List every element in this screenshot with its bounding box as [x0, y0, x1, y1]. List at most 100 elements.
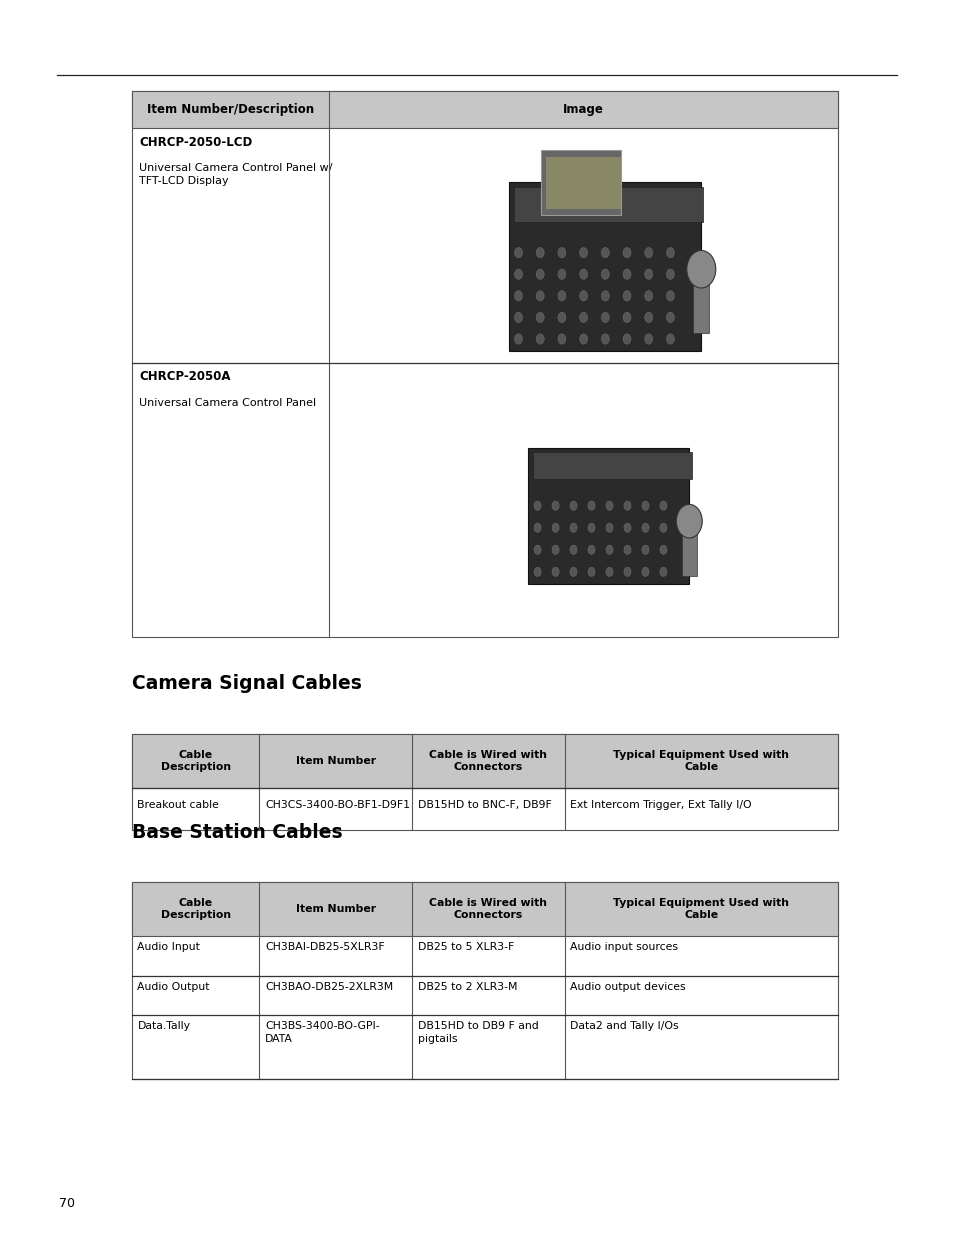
- Circle shape: [605, 524, 613, 532]
- FancyBboxPatch shape: [545, 158, 619, 209]
- Circle shape: [623, 545, 630, 555]
- Circle shape: [644, 312, 652, 322]
- Text: Data2 and Tally I/Os: Data2 and Tally I/Os: [570, 1021, 679, 1031]
- Circle shape: [579, 290, 587, 301]
- Circle shape: [569, 567, 577, 577]
- Circle shape: [605, 567, 613, 577]
- Circle shape: [676, 504, 701, 538]
- Text: CH3CS-3400-BO-BF1-D9F1: CH3CS-3400-BO-BF1-D9F1: [265, 800, 410, 810]
- Circle shape: [686, 251, 715, 288]
- Circle shape: [622, 290, 630, 301]
- Bar: [132, 882, 837, 1079]
- Text: DB25 to 2 XLR3-M: DB25 to 2 XLR3-M: [417, 982, 517, 992]
- Bar: [132, 91, 837, 637]
- Text: DB15HD to DB9 F and
pigtails: DB15HD to DB9 F and pigtails: [417, 1021, 538, 1044]
- Text: CH3BAO-DB25-2XLR3M: CH3BAO-DB25-2XLR3M: [265, 982, 393, 992]
- Text: Cable is Wired with
Connectors: Cable is Wired with Connectors: [429, 750, 547, 772]
- Circle shape: [534, 501, 540, 510]
- Circle shape: [514, 269, 522, 279]
- Circle shape: [514, 312, 522, 322]
- Circle shape: [623, 567, 630, 577]
- FancyBboxPatch shape: [527, 448, 688, 584]
- Circle shape: [644, 269, 652, 279]
- Circle shape: [659, 501, 666, 510]
- Circle shape: [644, 247, 652, 258]
- Circle shape: [666, 312, 674, 322]
- Bar: [132, 882, 837, 936]
- Text: Cable is Wired with
Connectors: Cable is Wired with Connectors: [429, 898, 547, 920]
- Circle shape: [666, 247, 674, 258]
- Circle shape: [641, 501, 648, 510]
- Circle shape: [569, 545, 577, 555]
- Text: CH3BAI-DB25-5XLR3F: CH3BAI-DB25-5XLR3F: [265, 942, 384, 952]
- Text: DB25 to 5 XLR3-F: DB25 to 5 XLR3-F: [417, 942, 514, 952]
- Text: Image: Image: [562, 104, 603, 116]
- Circle shape: [514, 247, 522, 258]
- Circle shape: [536, 290, 543, 301]
- Text: Typical Equipment Used with
Cable: Typical Equipment Used with Cable: [613, 898, 788, 920]
- Text: Typical Equipment Used with
Cable: Typical Equipment Used with Cable: [613, 750, 788, 772]
- Circle shape: [534, 545, 540, 555]
- Circle shape: [552, 501, 558, 510]
- Text: Item Number: Item Number: [295, 904, 375, 914]
- Text: Base Station Cables: Base Station Cables: [132, 823, 342, 841]
- FancyBboxPatch shape: [540, 149, 620, 215]
- Circle shape: [659, 545, 666, 555]
- Circle shape: [600, 269, 609, 279]
- Bar: [132, 91, 837, 128]
- Text: Ext Intercom Trigger, Ext Tally I/O: Ext Intercom Trigger, Ext Tally I/O: [570, 800, 751, 810]
- FancyBboxPatch shape: [693, 282, 709, 332]
- Circle shape: [552, 567, 558, 577]
- Circle shape: [558, 333, 565, 345]
- FancyBboxPatch shape: [513, 188, 702, 222]
- Circle shape: [641, 567, 648, 577]
- Circle shape: [659, 524, 666, 532]
- Circle shape: [622, 247, 630, 258]
- FancyBboxPatch shape: [681, 534, 696, 576]
- Circle shape: [514, 290, 522, 301]
- Circle shape: [579, 333, 587, 345]
- Circle shape: [536, 312, 543, 322]
- Circle shape: [622, 333, 630, 345]
- Circle shape: [666, 333, 674, 345]
- Circle shape: [600, 247, 609, 258]
- Circle shape: [514, 333, 522, 345]
- Circle shape: [579, 312, 587, 322]
- Text: Cable
Description: Cable Description: [160, 750, 231, 772]
- Circle shape: [600, 333, 609, 345]
- Text: Item Number/Description: Item Number/Description: [147, 104, 314, 116]
- Circle shape: [622, 312, 630, 322]
- Circle shape: [644, 290, 652, 301]
- Text: Universal Camera Control Panel w/
TFT-LCD Display: Universal Camera Control Panel w/ TFT-LC…: [139, 163, 333, 186]
- FancyBboxPatch shape: [532, 452, 691, 479]
- Circle shape: [605, 501, 613, 510]
- Text: DB15HD to BNC-F, DB9F: DB15HD to BNC-F, DB9F: [417, 800, 551, 810]
- Circle shape: [605, 545, 613, 555]
- Circle shape: [587, 567, 595, 577]
- Circle shape: [569, 501, 577, 510]
- Circle shape: [641, 545, 648, 555]
- Circle shape: [622, 269, 630, 279]
- Circle shape: [558, 290, 565, 301]
- Text: Breakout cable: Breakout cable: [137, 800, 219, 810]
- Circle shape: [666, 269, 674, 279]
- Circle shape: [536, 269, 543, 279]
- Text: CH3BS-3400-BO-GPI-
DATA: CH3BS-3400-BO-GPI- DATA: [265, 1021, 379, 1044]
- Text: CHRCP-2050-LCD: CHRCP-2050-LCD: [139, 136, 253, 149]
- Circle shape: [569, 524, 577, 532]
- Circle shape: [579, 269, 587, 279]
- Circle shape: [623, 501, 630, 510]
- Circle shape: [558, 312, 565, 322]
- Circle shape: [644, 333, 652, 345]
- Circle shape: [666, 290, 674, 301]
- Text: Audio Output: Audio Output: [137, 982, 210, 992]
- Text: Item Number: Item Number: [295, 756, 375, 766]
- Circle shape: [558, 269, 565, 279]
- Circle shape: [552, 524, 558, 532]
- Text: Universal Camera Control Panel: Universal Camera Control Panel: [139, 398, 316, 408]
- Circle shape: [587, 545, 595, 555]
- Text: Audio output devices: Audio output devices: [570, 982, 685, 992]
- Circle shape: [623, 524, 630, 532]
- Circle shape: [579, 247, 587, 258]
- Circle shape: [534, 567, 540, 577]
